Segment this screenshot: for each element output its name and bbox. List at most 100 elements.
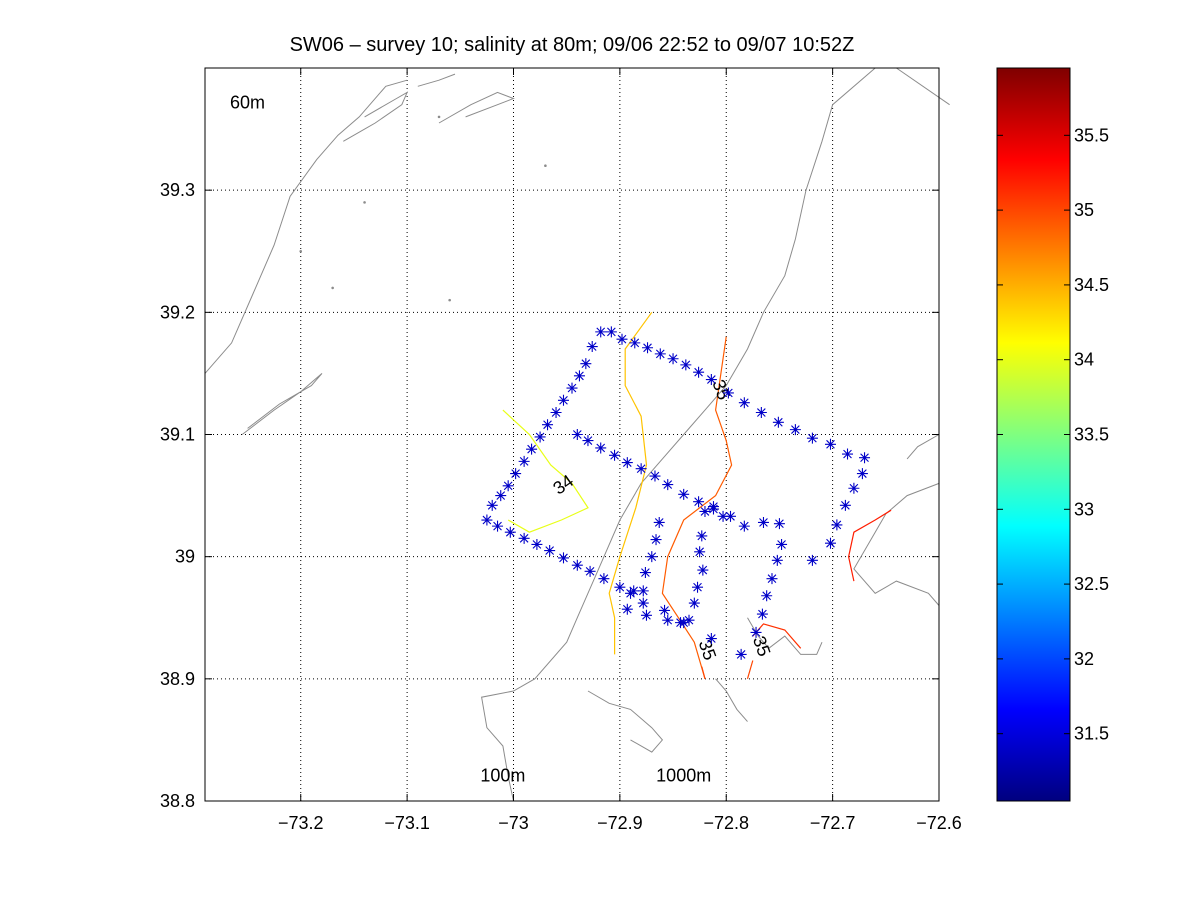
station-marker (806, 432, 818, 444)
x-tick-label: −72.9 (597, 813, 643, 833)
bathymetry-contours (204, 67, 950, 802)
x-tick-label: −73.1 (384, 813, 430, 833)
colorbar-tick-label: 34.5 (1074, 275, 1109, 295)
depth-labels: 60m 100m 1000m (230, 92, 711, 785)
station-marker (692, 581, 704, 593)
station-marker (697, 564, 709, 576)
station-marker (806, 554, 818, 566)
station-marker (586, 341, 598, 353)
station-marker (757, 516, 769, 528)
station-marker (856, 468, 868, 480)
x-tick-label: −73.2 (278, 813, 324, 833)
bathymetry-line (438, 91, 515, 124)
station-marker (486, 499, 498, 511)
station-marker (699, 505, 711, 517)
bathymetry-line (343, 91, 409, 142)
station-marker (859, 452, 871, 464)
axis-ticks: −73.2 −73.1 −73 −72.9 −72.8 −72.7 −72.6 38.8 38.… (160, 68, 962, 833)
bathymetry-dot (448, 298, 451, 302)
y-tick-label: 38.8 (160, 791, 195, 811)
station-marker (824, 438, 836, 450)
station-marker (707, 503, 719, 515)
colorbar-ticks: 31.5 32 32.5 33 33.5 34 34.5 35 35.5 (997, 125, 1109, 744)
bathymetry-line (853, 482, 940, 606)
station-marker (614, 581, 626, 593)
station-marker (609, 449, 621, 461)
contour-line (608, 311, 653, 655)
station-marker (571, 559, 583, 571)
station-marker (756, 608, 768, 620)
station-marker (534, 431, 546, 443)
colorbar-tick-label: 33.5 (1074, 425, 1109, 445)
y-tick-label: 39 (175, 547, 195, 567)
contour-line (746, 660, 754, 679)
station-marker (696, 530, 708, 542)
station-marker (621, 457, 633, 469)
station-marker (566, 382, 578, 394)
station-marker (605, 326, 617, 338)
station-marker (678, 617, 690, 629)
station-marker (502, 480, 514, 492)
station-marker (481, 514, 493, 526)
station-marker (518, 455, 530, 467)
depth-label: 60m (230, 92, 265, 112)
station-marker (629, 337, 641, 349)
station-marker (637, 597, 649, 609)
x-tick-label: −73 (498, 813, 529, 833)
station-marker (683, 614, 695, 626)
station-marker (639, 567, 651, 579)
bathymetry-line (204, 79, 408, 374)
station-marker (755, 407, 767, 419)
station-marker (738, 397, 750, 409)
station-marker (582, 435, 594, 447)
y-tick-label: 38.9 (160, 669, 195, 689)
station-marker (662, 479, 674, 491)
station-marker (573, 370, 585, 382)
colorbar-frame (996, 67, 1071, 802)
colorbar-tick-label: 33 (1074, 499, 1094, 519)
x-tick-label: −72.6 (916, 813, 962, 833)
contour-line (502, 409, 589, 533)
chart-title: SW06 – survey 10; salinity at 80m; 09/06… (290, 34, 855, 56)
station-marker (584, 565, 596, 577)
bathymetry-line (715, 678, 748, 722)
bathymetry-line (587, 690, 664, 753)
depth-label: 100m (480, 765, 525, 785)
colorbar-tick-label: 32 (1074, 649, 1094, 669)
colorbar (997, 68, 1070, 801)
station-marker (659, 604, 671, 616)
station-marker (625, 587, 637, 599)
station-marker (667, 353, 679, 365)
x-tick-label: −72.8 (703, 813, 749, 833)
station-marker (571, 429, 583, 440)
y-tick-label: 39.3 (160, 180, 195, 200)
bathymetry-line (417, 73, 456, 87)
station-markers (481, 326, 871, 660)
station-marker (642, 342, 654, 354)
station-marker (544, 545, 556, 557)
station-marker (771, 554, 783, 566)
colorbar-tick-label: 34 (1074, 350, 1094, 370)
station-marker (694, 546, 706, 558)
station-marker (635, 463, 647, 475)
bathymetry-dot (437, 115, 441, 119)
station-marker (557, 394, 569, 406)
colorbar-tick-label: 31.5 (1074, 724, 1109, 744)
station-marker (848, 482, 860, 494)
bathymetry-dot (544, 164, 547, 168)
bathymetry-dot (299, 249, 303, 253)
bathymetry-line (481, 67, 876, 802)
x-tick-label: −72.7 (810, 813, 856, 833)
y-tick-label: 39.1 (160, 425, 195, 445)
station-marker (772, 416, 784, 428)
station-marker (678, 488, 690, 500)
station-marker (725, 510, 737, 522)
station-marker (839, 499, 851, 511)
station-marker (518, 532, 530, 544)
station-marker (504, 526, 516, 538)
station-marker (824, 537, 836, 549)
station-marker (595, 442, 607, 454)
bathymetry-dot (331, 286, 334, 290)
y-tick-label: 39.2 (160, 302, 195, 322)
